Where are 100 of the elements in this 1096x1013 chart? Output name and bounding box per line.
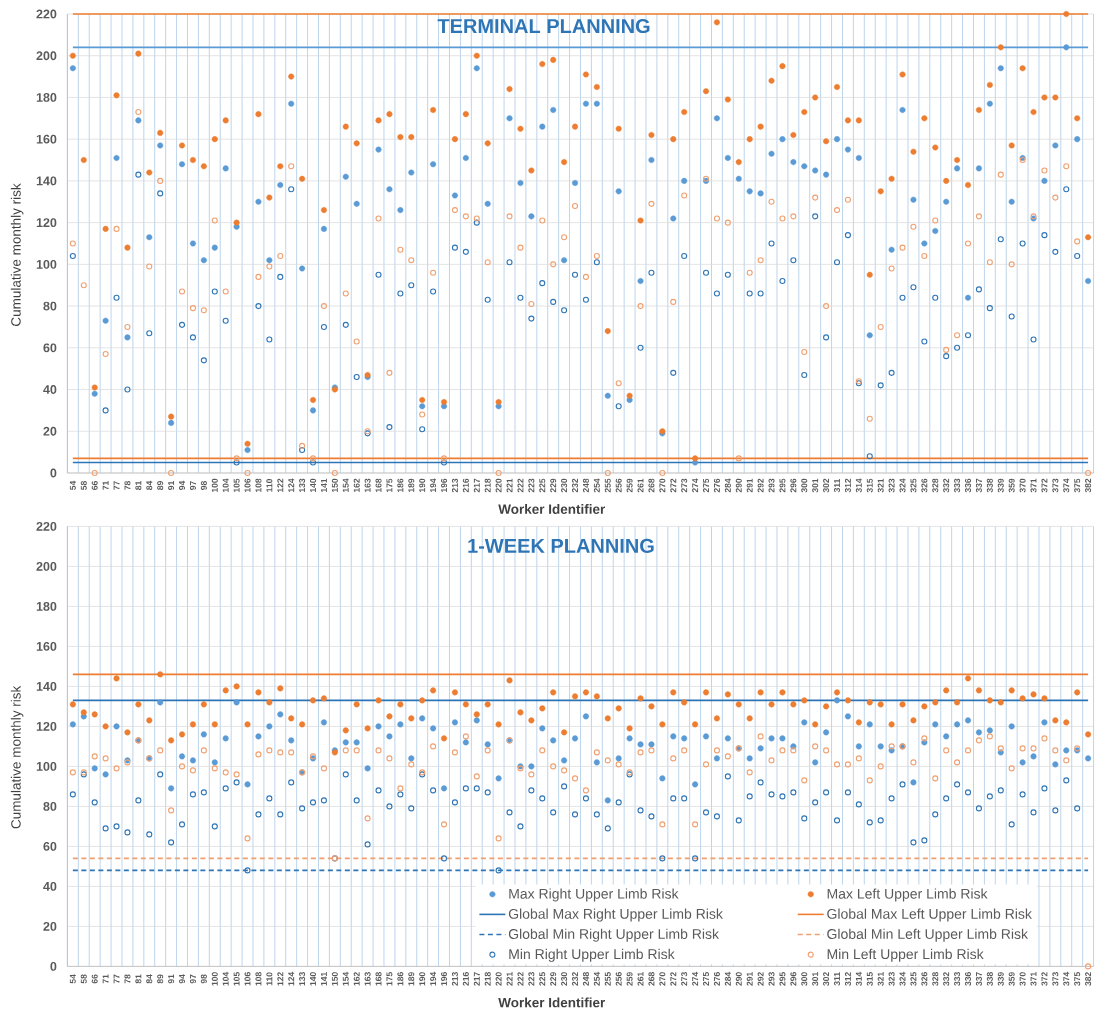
legend-label: Max Right Upper Limb Risk — [509, 888, 679, 902]
x-tick-label: 218 — [484, 972, 491, 986]
x-tick-label: 274 — [692, 971, 699, 986]
x-tick-label: 374 — [1063, 971, 1070, 986]
x-tick-label: 58 — [80, 974, 87, 984]
x-tick-label: 326 — [921, 972, 928, 986]
x-tick-label: 290 — [735, 478, 742, 493]
y-tick-label: 20 — [43, 921, 57, 931]
y-tick-label: 180 — [36, 601, 57, 611]
y-tick-label: 40 — [43, 385, 57, 394]
x-tick-label: 150 — [331, 972, 338, 986]
x-tick-label: 359 — [1008, 972, 1015, 986]
x-tick-label: 275 — [703, 972, 710, 986]
x-tick-label: 276 — [713, 478, 720, 493]
x-tick-label: 293 — [768, 972, 775, 986]
x-tick-label: 374 — [1063, 478, 1070, 493]
x-tick-label: 326 — [921, 478, 928, 493]
x-tick-label: 190 — [419, 972, 426, 986]
x-tick-label: 230 — [561, 972, 568, 986]
x-tick-label: 105 — [233, 972, 240, 986]
x-tick-label: 254 — [593, 478, 600, 493]
y-tick-label: 40 — [43, 881, 57, 891]
x-tick-label: 311 — [834, 478, 841, 493]
x-tick-label: 168 — [375, 478, 382, 493]
x-tick-label: 186 — [397, 478, 404, 493]
y-tick-label: 80 — [43, 801, 57, 811]
y-tick-label: 140 — [36, 681, 57, 691]
y-tick-label: 100 — [36, 761, 57, 771]
x-tick-label: 230 — [561, 478, 568, 493]
x-tick-label: 162 — [353, 972, 360, 986]
x-tick-label: 163 — [364, 972, 371, 986]
x-tick-label: 66 — [91, 481, 98, 490]
x-tick-label: 175 — [386, 478, 393, 493]
y-axis-title: Cumulative monthly risk — [10, 685, 24, 829]
x-tick-label: 328 — [932, 972, 939, 986]
x-tick-label: 270 — [659, 972, 666, 986]
x-tick-label: 315 — [866, 972, 873, 986]
x-tick-label: 248 — [582, 972, 589, 986]
x-tick-label: 272 — [670, 972, 677, 986]
x-tick-label: 314 — [855, 971, 862, 986]
y-tick-label: 160 — [36, 641, 57, 651]
x-tick-label: 268 — [648, 972, 655, 986]
x-tick-label: 338 — [986, 972, 993, 986]
x-tick-label: 110 — [266, 972, 273, 986]
x-tick-label: 163 — [364, 478, 371, 493]
x-axis-title: Worker Identifier — [498, 997, 606, 1008]
x-tick-label: 321 — [877, 478, 884, 493]
x-tick-label: 337 — [975, 478, 982, 493]
x-tick-label: 370 — [1019, 972, 1026, 986]
x-tick-label: 216 — [462, 972, 469, 986]
legend-label: Global Max Left Upper Limb Risk — [827, 908, 1032, 922]
x-tick-label: 217 — [473, 972, 480, 986]
chart-title: 1-WEEK PLANNING — [468, 538, 654, 553]
x-tick-label: 276 — [713, 972, 720, 986]
x-tick-label: 273 — [681, 478, 688, 493]
x-tick-label: 336 — [965, 478, 972, 493]
x-tick-label: 168 — [375, 972, 382, 986]
x-tick-label: 373 — [1052, 972, 1059, 986]
legend-label: Min Left Upper Limb Risk — [827, 948, 984, 962]
x-tick-label: 296 — [790, 972, 797, 986]
y-tick-label: 140 — [36, 176, 57, 186]
x-tick-label: 339 — [997, 478, 1004, 493]
x-tick-label: 325 — [910, 972, 917, 986]
x-tick-label: 255 — [604, 972, 611, 986]
x-tick-label: 272 — [670, 478, 677, 493]
x-tick-label: 261 — [637, 972, 644, 986]
y-axis-title: Cumulative monthly risk — [10, 183, 24, 326]
x-tick-label: 186 — [397, 972, 404, 986]
legend-label: Global Max Right Upper Limb Risk — [508, 908, 723, 922]
x-tick-label: 232 — [572, 478, 579, 493]
x-tick-label: 328 — [932, 478, 939, 493]
x-tick-label: 375 — [1074, 478, 1081, 493]
x-tick-label: 189 — [408, 478, 415, 493]
y-tick-label: 60 — [43, 343, 57, 353]
x-tick-label: 382 — [1085, 972, 1092, 986]
x-tick-label: 218 — [484, 478, 491, 493]
x-tick-label: 220 — [495, 478, 502, 493]
x-tick-label: 220 — [495, 972, 502, 986]
y-tick-label: 60 — [43, 841, 57, 851]
x-tick-label: 315 — [866, 478, 873, 493]
x-tick-label: 124 — [288, 478, 295, 493]
x-tick-label: 259 — [626, 972, 633, 986]
x-tick-label: 223 — [528, 972, 535, 986]
legend-label: Global Min Left Upper Limb Risk — [827, 928, 1029, 942]
x-tick-label: 275 — [703, 478, 710, 493]
x-tick-label: 336 — [965, 972, 972, 986]
x-tick-label: 292 — [757, 972, 764, 986]
x-tick-label: 124 — [288, 971, 295, 986]
x-tick-label: 140 — [310, 478, 317, 493]
y-tick-label: 100 — [36, 259, 57, 269]
y-tick-label: 200 — [36, 561, 57, 571]
x-tick-label: 221 — [506, 478, 513, 493]
x-tick-label: 213 — [451, 478, 458, 493]
x-tick-label: 337 — [975, 972, 982, 986]
x-tick-label: 268 — [648, 478, 655, 493]
x-tick-label: 194 — [430, 971, 437, 986]
x-tick-label: 104 — [222, 478, 229, 493]
x-tick-label: 314 — [855, 478, 862, 493]
x-tick-label: 133 — [299, 478, 306, 493]
x-tick-label: 104 — [222, 971, 229, 986]
